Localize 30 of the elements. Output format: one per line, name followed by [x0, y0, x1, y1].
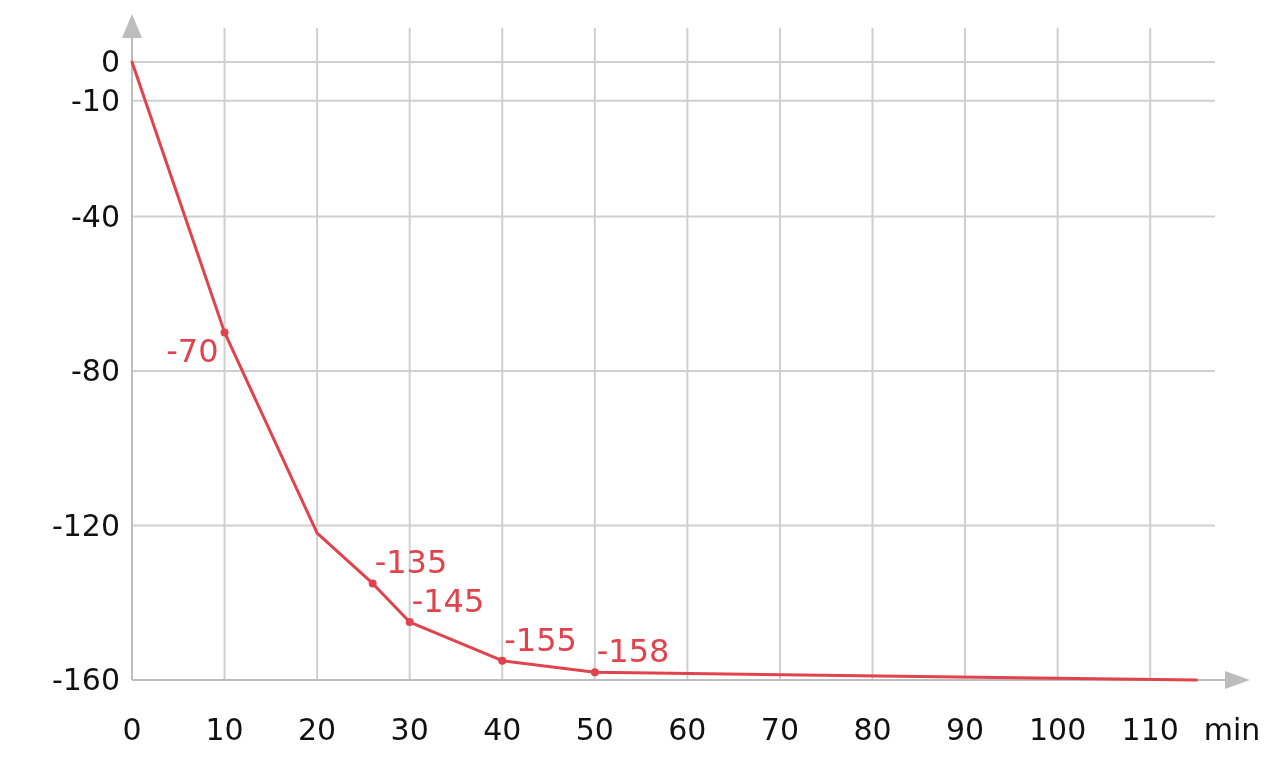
- y-tick-label: -40: [71, 198, 120, 234]
- x-tick-label: 20: [298, 712, 337, 747]
- x-tick-label: 90: [945, 712, 985, 747]
- x-tick-label: 80: [853, 712, 892, 747]
- point: [590, 668, 599, 677]
- x-tick-label: 110: [1121, 712, 1179, 747]
- y-tick-label: -10: [71, 82, 120, 118]
- y-tick-label: -80: [71, 353, 120, 388]
- y-tick-label: 0: [100, 44, 120, 79]
- line-series: [130, 60, 1198, 682]
- x-tick-label: 0: [122, 712, 142, 747]
- x-tick-label: 50: [575, 712, 614, 747]
- x-axis-title: min: [1203, 712, 1261, 747]
- point: [405, 618, 414, 627]
- data-label: -145: [411, 582, 485, 621]
- x-tick-label: 40: [483, 712, 522, 747]
- data-label: -158: [596, 632, 670, 671]
- point: [498, 656, 507, 665]
- y-tick-label: -160: [51, 662, 120, 697]
- x-tick-label: 60: [668, 712, 707, 747]
- x-tick-label: 10: [205, 712, 244, 747]
- data-label: -135: [374, 543, 448, 582]
- x-tick-label: 30: [390, 712, 429, 747]
- x-tick-label: 70: [760, 712, 800, 747]
- data-label: -155: [504, 620, 577, 659]
- y-tick-label: -120: [51, 507, 120, 543]
- point: [220, 328, 229, 337]
- x-tick-label: 100: [1029, 712, 1087, 747]
- point: [368, 579, 377, 588]
- data-label: -70: [166, 332, 219, 371]
